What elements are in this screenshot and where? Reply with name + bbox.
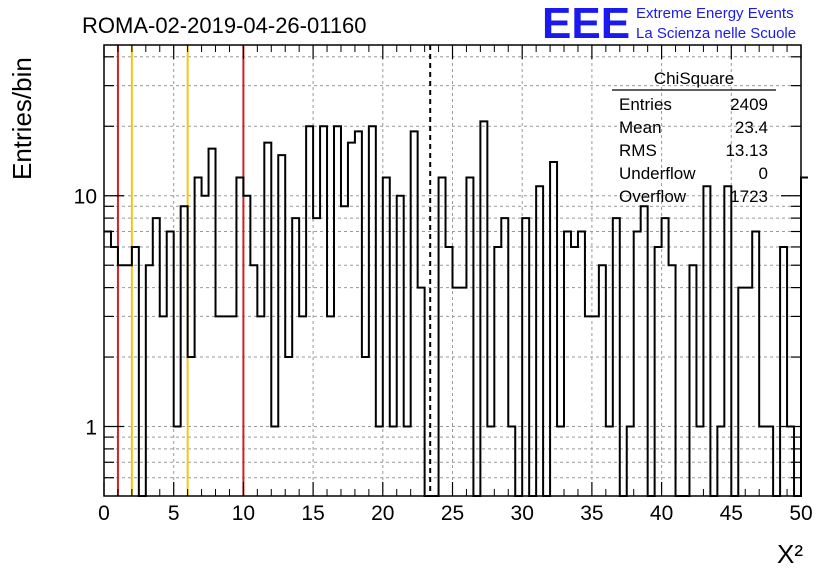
x-tick-label: 0	[98, 502, 110, 525]
histogram-bin	[104, 231, 111, 496]
stats-box: ChiSquare Entries 2409 Mean 23.4 RMS 13.…	[612, 69, 776, 206]
y-axis-label: Entries/bin	[7, 57, 37, 180]
histogram-bin	[167, 231, 174, 496]
x-tick-label: 45	[720, 502, 743, 525]
x-tick-label: 30	[511, 502, 534, 525]
stats-label-entries: Entries	[619, 95, 672, 114]
histogram-bin	[243, 196, 250, 496]
histogram-bin	[111, 247, 118, 496]
histogram-bin	[229, 316, 236, 496]
histogram-bin	[466, 177, 473, 496]
stats-value-underflow: 0	[759, 164, 768, 183]
x-tick-label: 5	[168, 502, 180, 525]
histogram-bin	[550, 162, 557, 496]
histogram-bin	[320, 126, 327, 496]
stats-label-rms: RMS	[619, 141, 657, 160]
histogram-bin	[257, 316, 264, 496]
run-title: ROMA-02-2019-04-26-01160	[82, 13, 367, 38]
histogram-bin	[536, 186, 543, 496]
histogram-bin	[453, 288, 460, 496]
logo-line-2: La Scienza nelle Scuole	[636, 25, 796, 42]
x-tick-label: 15	[301, 502, 324, 525]
x-tick-label: 10	[232, 502, 255, 525]
histogram-bin	[599, 265, 606, 496]
stats-value-mean: 23.4	[735, 118, 768, 137]
histogram-bin	[634, 231, 641, 496]
x-tick-label: 35	[580, 502, 603, 525]
histogram-bin	[236, 177, 243, 496]
histogram-bin	[216, 316, 223, 496]
histogram-bin	[655, 247, 662, 496]
histogram-bin	[689, 265, 696, 496]
histogram-bin	[439, 177, 446, 496]
stats-label-overflow: Overflow	[619, 187, 687, 206]
stats-value-entries: 2409	[730, 95, 768, 114]
histogram-bin	[397, 196, 404, 496]
histogram-bin	[564, 231, 571, 496]
histogram-bin	[780, 247, 787, 496]
x-axis-label: X²	[777, 539, 803, 569]
histogram-bin	[118, 265, 125, 496]
histogram-bin	[494, 247, 501, 496]
histogram-bin	[327, 316, 334, 496]
histogram-bin	[752, 231, 759, 496]
x-tick-label: 40	[650, 502, 673, 525]
histogram-bin	[202, 196, 209, 496]
histogram-bin	[334, 126, 341, 496]
histogram-bin	[195, 177, 202, 496]
stats-label-underflow: Underflow	[619, 164, 696, 183]
x-tick-label: 20	[371, 502, 394, 525]
histogram-bin	[669, 265, 676, 496]
histogram-bin	[641, 206, 648, 496]
histogram-bin	[146, 265, 153, 496]
y-tick-label: 1	[85, 417, 97, 440]
axes	[103, 44, 802, 497]
histogram-bin	[801, 177, 808, 496]
x-tick-labels: 0 5 10 15 20 25 30 35 40 45 50	[98, 502, 813, 525]
histogram-bin	[250, 265, 257, 496]
histogram-bin	[703, 186, 710, 496]
histogram-outline	[104, 120, 808, 497]
histogram-bin	[592, 316, 599, 496]
stats-value-overflow: 1723	[730, 187, 768, 206]
stats-label-mean: Mean	[619, 118, 662, 137]
histogram-layer	[104, 120, 808, 497]
eee-logo: EEE	[542, 0, 630, 48]
histogram-bin	[299, 316, 306, 496]
histogram-bin	[209, 149, 216, 496]
histogram-bin	[341, 206, 348, 496]
histogram-bin	[383, 177, 390, 496]
x-tick-label: 50	[789, 502, 812, 525]
histogram-bin	[571, 247, 578, 496]
histogram-bin	[585, 316, 592, 496]
histogram-bin	[578, 231, 585, 496]
histogram-bin	[355, 131, 362, 496]
y-tick-labels: 1 10	[74, 186, 97, 440]
histogram-bin	[480, 121, 487, 496]
histogram-bin	[459, 288, 466, 496]
histogram-bin	[369, 126, 376, 496]
logo-line-1: Extreme Energy Events	[636, 5, 794, 22]
histogram-bin	[222, 316, 229, 496]
histogram-bin	[411, 131, 418, 496]
histogram-bin	[446, 247, 453, 496]
histogram-bin	[125, 265, 132, 496]
x-tick-label: 25	[441, 502, 464, 525]
histogram-bin	[306, 126, 313, 496]
histogram-bin	[724, 186, 731, 496]
histogram-bin	[160, 316, 167, 496]
stats-value-rms: 13.13	[725, 141, 768, 160]
histogram-bin	[745, 288, 752, 496]
histogram-bin	[738, 288, 745, 496]
histogram-bin	[418, 288, 425, 496]
histogram-bin	[132, 247, 139, 496]
histogram-bin	[181, 206, 188, 496]
stats-title: ChiSquare	[654, 69, 734, 88]
y-tick-label: 10	[74, 186, 97, 209]
